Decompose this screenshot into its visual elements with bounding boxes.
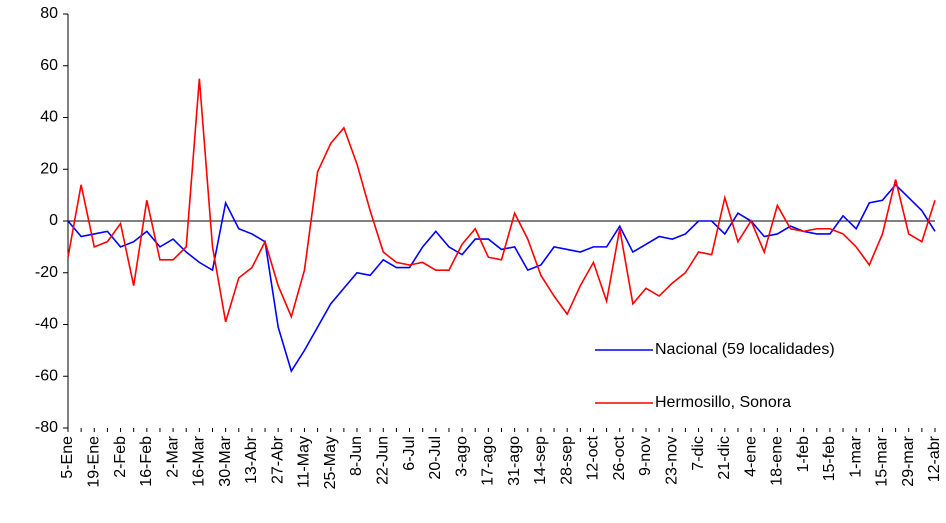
x-tick-label: 5-Ene — [59, 436, 76, 479]
x-tick-label: 31-ago — [506, 436, 523, 486]
x-tick-label: 27-Abr — [269, 435, 286, 484]
x-tick-label: 26-oct — [611, 435, 628, 480]
x-tick-label: 7-dic — [690, 436, 707, 471]
y-tick-label: 0 — [49, 212, 58, 229]
x-tick-label: 8-Jun — [348, 436, 365, 476]
x-tick-label: 12-abr — [926, 435, 943, 482]
x-tick-label: 2-Mar — [164, 435, 181, 477]
x-tick-label: 20-Jul — [427, 436, 444, 480]
x-tick-label: 18-ene — [769, 436, 786, 486]
x-tick-label: 30-Mar — [217, 435, 234, 486]
x-tick-label: 1-feb — [795, 436, 812, 473]
x-tick-label: 9-nov — [637, 436, 654, 476]
x-tick-label: 2-Feb — [112, 436, 129, 478]
x-tick-label: 17-ago — [480, 436, 497, 486]
x-tick-label: 28-sep — [558, 436, 575, 485]
y-tick-label: -80 — [35, 419, 58, 436]
x-tick-label: 14-sep — [532, 436, 549, 485]
y-tick-label: 20 — [40, 160, 58, 177]
x-tick-label: 21-dic — [716, 436, 733, 480]
x-tick-label: 15-mar — [874, 435, 891, 486]
series-line — [67, 183, 936, 373]
series-line — [67, 78, 936, 323]
x-tick-label: 3-ago — [453, 436, 470, 477]
y-tick-label: -40 — [35, 316, 58, 333]
x-tick-label: 25-May — [322, 436, 339, 489]
x-tick-label: 29-mar — [900, 435, 917, 486]
legend-label: Hermosillo, Sonora — [655, 394, 791, 411]
x-tick-label: 11-May — [296, 436, 313, 488]
x-tick-label: 23-nov — [663, 436, 680, 485]
y-tick-label: 60 — [40, 57, 58, 74]
x-tick-label: 19-Ene — [85, 436, 102, 488]
x-tick-label: 4-ene — [742, 436, 759, 477]
x-tick-label: 15-feb — [821, 436, 838, 481]
y-tick-label: 80 — [40, 5, 58, 22]
x-tick-label: 22-Jun — [374, 436, 391, 485]
x-tick-label: 12-oct — [585, 435, 602, 480]
y-tick-label: -60 — [35, 367, 58, 384]
x-tick-label: 16-Mar — [191, 435, 208, 486]
legend-label: Nacional (59 localidades) — [655, 341, 835, 358]
y-tick-label: -20 — [35, 264, 58, 281]
x-tick-label: 1-mar — [847, 435, 864, 477]
y-tick-label: 40 — [40, 109, 58, 126]
x-tick-label: 13-Abr — [243, 435, 260, 484]
x-tick-label: 16-Feb — [138, 436, 155, 487]
x-tick-label: 6-Jul — [401, 436, 418, 471]
